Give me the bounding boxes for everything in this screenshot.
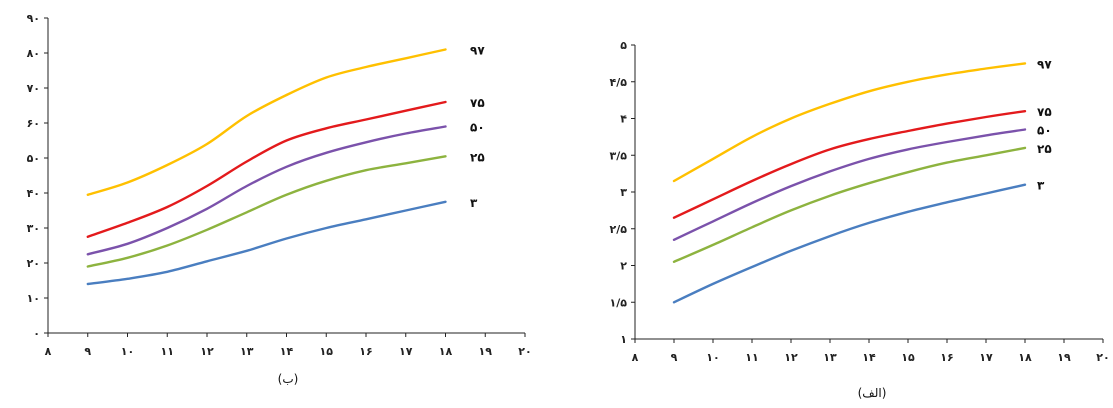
y-tick-label: ۴۰	[27, 187, 40, 200]
x-tick-label: ۱۸	[439, 345, 453, 358]
series-label: ۲۵	[1037, 142, 1052, 156]
y-tick-label: ۳/۵	[610, 149, 628, 162]
y-tick-label: ۵	[620, 39, 627, 52]
x-tick-label: ۱۶	[359, 345, 372, 358]
x-tick-label: ۱۲	[784, 351, 798, 364]
series-label: ۵۰	[1037, 124, 1052, 138]
x-tick-label: ۱۱	[745, 351, 758, 364]
series-line-3	[672, 146, 1027, 263]
series-label: ۵۰	[470, 121, 485, 135]
x-tick-label: ۹	[84, 345, 91, 358]
series-line-4	[672, 183, 1027, 304]
series-label: ۹۷	[1037, 57, 1052, 71]
x-tick-label: ۱۳	[240, 345, 254, 358]
x-tick-label: ۱۹	[1057, 351, 1071, 364]
series-line-1	[672, 110, 1027, 219]
chart-alef: ۸ ۹ ۱۰ ۱۱ ۱۲ ۱۳ ۱۴ ۱۵ ۱۶ ۱۷ ۱۸ ۱۹ ۲۰ ۱ ۱/۵ ۲ ۲/۵ ۳ ۳/۵ ۴ ۴/۵…	[610, 39, 1110, 400]
series-line-2	[86, 125, 447, 256]
y-tick-label: ۵۰	[27, 152, 40, 165]
y-tick-label: ۸۰	[27, 47, 40, 60]
series-line-4	[86, 200, 447, 286]
y-tick-label: ۱۰	[27, 292, 40, 305]
x-tick-label: ۹	[671, 351, 678, 364]
x-tick-label: ۱۵	[320, 345, 334, 358]
series-line-2	[672, 128, 1027, 241]
x-tick-label: ۱۰	[121, 345, 134, 358]
x-tick-label: ۸	[632, 351, 639, 364]
y-tick-label: ۰	[33, 327, 40, 340]
series-label: ۷۵	[470, 96, 485, 110]
series-line-0	[86, 48, 447, 196]
x-tick-label: ۱۴	[862, 351, 876, 364]
series-line-3	[86, 155, 447, 268]
y-tick-label: ۶۰	[27, 117, 40, 130]
series-line-1	[86, 100, 447, 238]
x-tick-label: ۱۳	[823, 351, 837, 364]
x-tick-label: ۱۶	[940, 351, 953, 364]
y-tick-label: ۴/۵	[610, 76, 628, 89]
x-tick-label: ۱۰	[706, 351, 719, 364]
y-tick-label: ۹۰	[27, 12, 40, 25]
y-tick-label: ۴	[620, 113, 627, 126]
series-label: ۷۵	[1037, 105, 1052, 119]
y-tick-label: ۷۰	[27, 82, 40, 95]
series-line-0	[672, 62, 1027, 183]
chart-caption: (الف)	[858, 386, 887, 400]
y-tick-label: ۲۰	[27, 257, 40, 270]
y-tick-label: ۳۰	[27, 222, 40, 235]
y-tick-label: ۲	[620, 260, 627, 273]
x-tick-label: ۲۰	[1096, 351, 1109, 364]
x-tick-label: ۱۷	[979, 351, 993, 364]
x-tick-label: ۱۹	[479, 345, 493, 358]
x-tick-label: ۱۵	[901, 351, 915, 364]
series-label: ۳	[1037, 179, 1045, 193]
x-tick-label: ۱۱	[161, 345, 174, 358]
x-tick-label: ۱۲	[200, 345, 214, 358]
y-tick-label: ۱	[620, 333, 627, 346]
series-label: ۳	[470, 196, 478, 210]
x-tick-label: ۱۴	[280, 345, 294, 358]
chart-b: ۸ ۹ ۱۰ ۱۱ ۱۲ ۱۳ ۱۴ ۱۵ ۱۶ ۱۷ ۱۸ ۱۹ ۲۰ ۰ ۱۰ ۲۰ ۳۰ ۴۰ ۵۰ ۶۰ ۷۰ ۸…	[27, 12, 532, 386]
x-tick-label: ۲۰	[518, 345, 531, 358]
x-tick-label: ۸	[45, 345, 52, 358]
series-label: ۹۷	[470, 44, 485, 58]
y-tick-label: ۱/۵	[610, 296, 628, 309]
x-tick-label: ۱۷	[399, 345, 413, 358]
y-tick-label: ۲/۵	[610, 223, 628, 236]
y-tick-label: ۳	[620, 186, 627, 199]
chart-caption: (ب)	[278, 372, 299, 386]
x-tick-label: ۱۸	[1018, 351, 1032, 364]
series-label: ۲۵	[470, 150, 485, 164]
